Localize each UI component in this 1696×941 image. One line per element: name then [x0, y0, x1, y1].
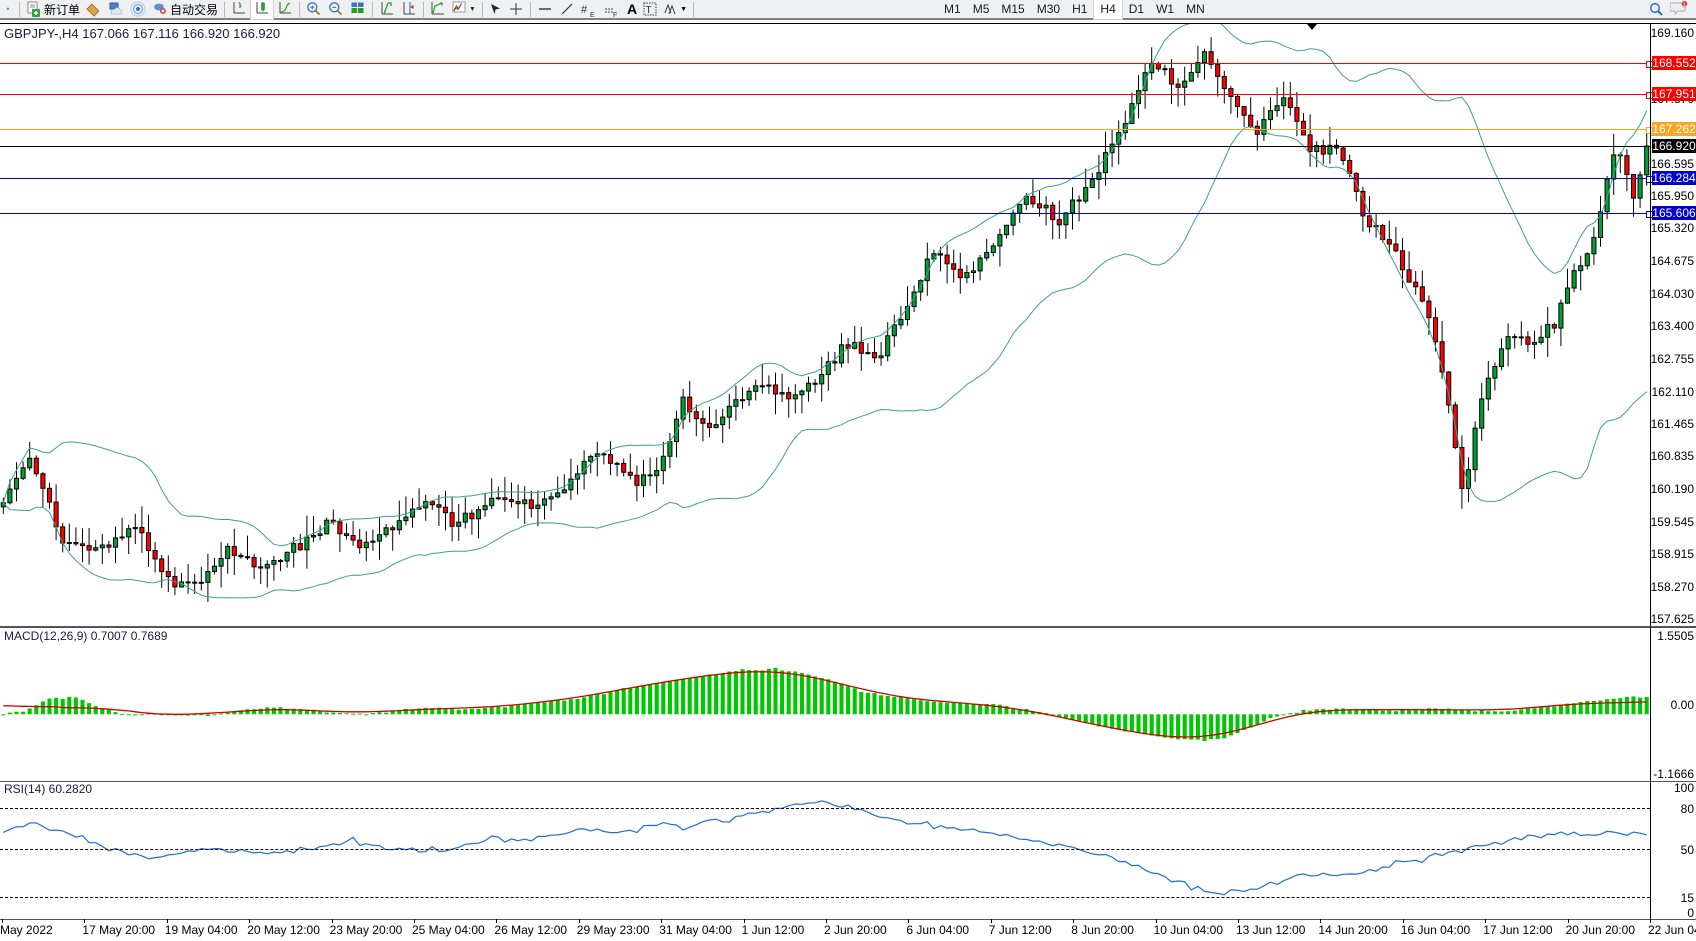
- svg-text:#: #: [581, 4, 588, 16]
- svg-text:E: E: [590, 12, 595, 17]
- svg-text:1: 1: [1683, 1, 1686, 7]
- svg-text:F: F: [613, 12, 617, 17]
- svg-text:T: T: [646, 5, 652, 16]
